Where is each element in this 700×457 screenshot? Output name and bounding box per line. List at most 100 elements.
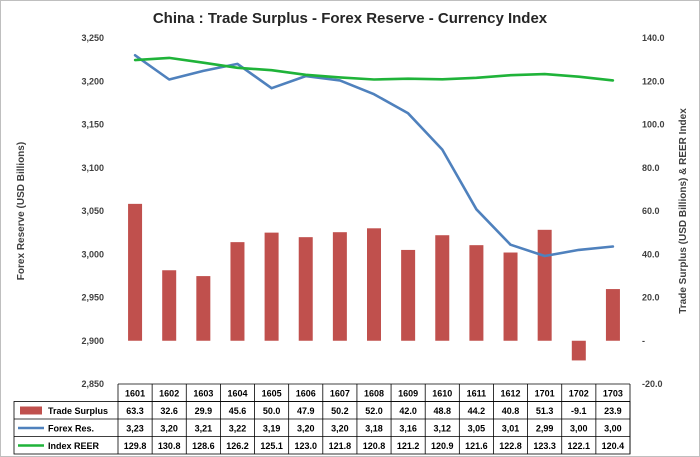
- y-right-tick-label: 100.0: [642, 120, 665, 130]
- data-label: 3,00: [604, 424, 622, 434]
- data-label: 129.8: [124, 441, 147, 451]
- data-label: 121.2: [397, 441, 420, 451]
- y-right-tick-label: -: [642, 336, 645, 346]
- bar-trade-surplus: [162, 270, 177, 341]
- category-label: 1610: [432, 389, 452, 399]
- data-label: 3,01: [502, 424, 520, 434]
- bar-trade-surplus: [264, 232, 279, 341]
- data-label: 29.9: [195, 406, 213, 416]
- category-label: 1609: [398, 389, 418, 399]
- bar-trade-surplus: [571, 340, 586, 361]
- legend-label: Index REER: [48, 441, 100, 451]
- data-label: 3,00: [570, 424, 588, 434]
- category-label: 1611: [467, 389, 487, 399]
- y-right-axis-title: Trade Surplus (USD Billions) & REER Inde…: [678, 108, 689, 314]
- data-label: 40.8: [502, 406, 520, 416]
- y-left-tick-label: 2,950: [81, 293, 104, 303]
- bar-trade-surplus: [230, 242, 245, 341]
- y-left-tick-label: 3,100: [81, 163, 104, 173]
- legend-label: Forex Res.: [48, 424, 94, 434]
- y-right-tick-label: 40.0: [642, 249, 660, 259]
- data-label: 32.6: [160, 406, 178, 416]
- data-label: 120.4: [602, 441, 625, 451]
- category-label: 1602: [159, 389, 179, 399]
- data-label: 51.3: [536, 406, 554, 416]
- data-label: 123.3: [533, 441, 556, 451]
- data-label: 122.1: [568, 441, 591, 451]
- y-left-axis-title: Forex Reserve (USD Billions): [16, 142, 27, 280]
- data-label: 3,21: [195, 424, 213, 434]
- data-label: -9.1: [571, 406, 587, 416]
- data-label: 120.8: [363, 441, 386, 451]
- data-label: 3,05: [468, 424, 486, 434]
- data-label: 3,22: [229, 424, 247, 434]
- data-label: 50.2: [331, 406, 349, 416]
- bar-trade-surplus: [435, 235, 450, 341]
- y-right-tick-label: 80.0: [642, 163, 660, 173]
- data-label: 125.1: [260, 441, 283, 451]
- y-right-tick-label: 60.0: [642, 206, 660, 216]
- bar-trade-surplus: [367, 228, 381, 341]
- data-label: 3,20: [160, 424, 178, 434]
- legend-label: Trade Surplus: [48, 406, 108, 416]
- data-label: 52.0: [365, 406, 383, 416]
- data-label: 120.9: [431, 441, 454, 451]
- data-label: 123.0: [294, 441, 317, 451]
- bar-trade-surplus: [537, 229, 552, 341]
- data-label: 3,20: [297, 424, 315, 434]
- data-label: 50.0: [263, 406, 281, 416]
- data-label: 3,12: [434, 424, 452, 434]
- category-label: 1607: [330, 389, 350, 399]
- data-label: 3,19: [263, 424, 281, 434]
- data-label: 3,20: [331, 424, 349, 434]
- bar-trade-surplus: [605, 289, 620, 341]
- category-label: 1612: [501, 389, 521, 399]
- data-label: 121.6: [465, 441, 488, 451]
- y-left-tick-label: 3,250: [81, 33, 104, 43]
- data-label: 48.8: [434, 406, 452, 416]
- y-left-tick-label: 2,850: [81, 379, 104, 389]
- category-label: 1606: [296, 389, 316, 399]
- bar-trade-surplus: [503, 252, 518, 341]
- bar-trade-surplus: [128, 203, 143, 341]
- y-right-tick-label: 20.0: [642, 293, 660, 303]
- bar-trade-surplus: [196, 276, 211, 341]
- category-label: 1702: [569, 389, 589, 399]
- data-label: 126.2: [226, 441, 249, 451]
- data-label: 44.2: [468, 406, 486, 416]
- y-left-tick-label: 3,000: [81, 249, 104, 259]
- data-label: 23.9: [604, 406, 622, 416]
- data-label: 3,23: [126, 424, 144, 434]
- y-left-tick-label: 3,050: [81, 206, 104, 216]
- bar-trade-surplus: [469, 245, 484, 341]
- category-label: 1601: [125, 389, 145, 399]
- chart-title: China : Trade Surplus - Forex Reserve - …: [153, 10, 548, 27]
- legend-swatch-trade-surplus: [20, 406, 42, 415]
- data-label: 3,16: [399, 424, 417, 434]
- bar-trade-surplus: [298, 237, 313, 341]
- bar-trade-surplus: [401, 249, 416, 341]
- data-label: 128.6: [192, 441, 215, 451]
- bar-trade-surplus: [332, 232, 347, 341]
- line-index-reer: [133, 56, 615, 82]
- data-label: 122.8: [499, 441, 522, 451]
- data-label: 2,99: [536, 424, 554, 434]
- category-label: 1604: [227, 389, 247, 399]
- data-label: 3,18: [365, 424, 383, 434]
- y-left-tick-label: 3,200: [81, 76, 104, 86]
- category-label: 1603: [193, 389, 213, 399]
- data-label: 63.3: [126, 406, 144, 416]
- y-right-tick-label: 140.0: [642, 33, 665, 43]
- category-label: 1703: [603, 389, 623, 399]
- data-label: 130.8: [158, 441, 181, 451]
- category-label: 1608: [364, 389, 384, 399]
- category-label: 1605: [262, 389, 282, 399]
- y-right-tick-label: 120.0: [642, 76, 665, 86]
- category-label: 1701: [535, 389, 555, 399]
- y-right-tick-label: -20.0: [642, 379, 663, 389]
- data-label: 45.6: [229, 406, 247, 416]
- data-label: 42.0: [399, 406, 417, 416]
- y-left-tick-label: 2,900: [81, 336, 104, 346]
- line-forex-reserve: [133, 53, 615, 258]
